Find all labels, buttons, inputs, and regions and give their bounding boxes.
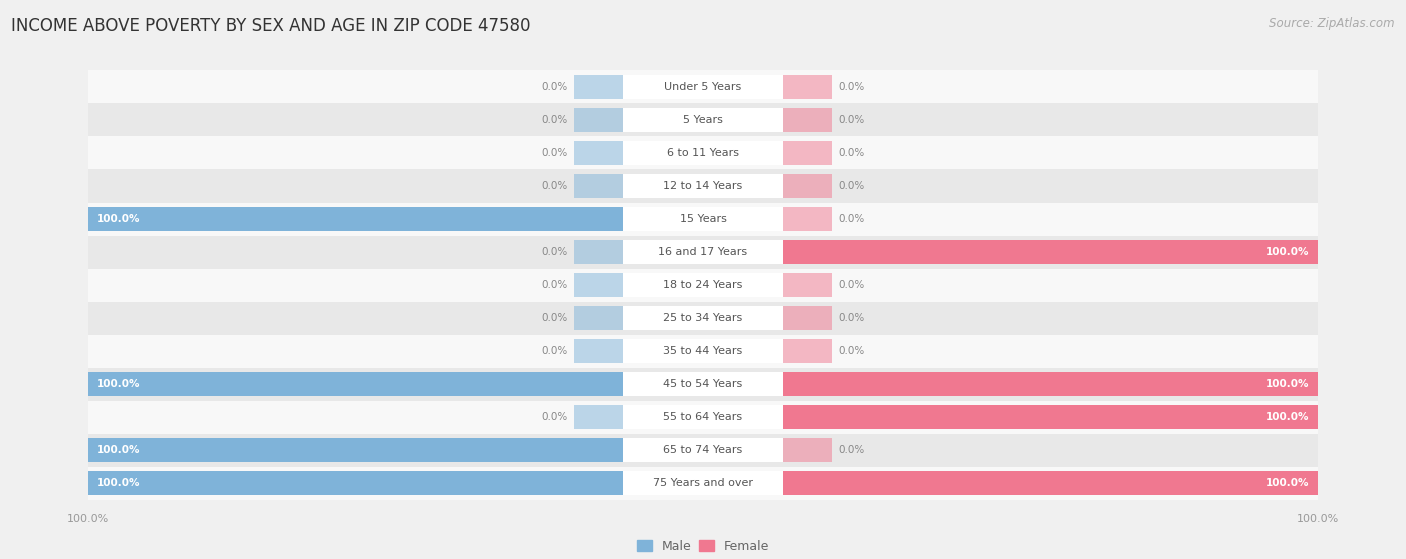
Bar <box>783 372 1319 396</box>
Bar <box>87 368 1319 401</box>
Bar <box>783 108 832 132</box>
Bar <box>574 141 623 165</box>
Legend: Male, Female: Male, Female <box>631 535 775 558</box>
Text: Source: ZipAtlas.com: Source: ZipAtlas.com <box>1270 17 1395 30</box>
Bar <box>623 372 783 396</box>
Text: 0.0%: 0.0% <box>838 148 865 158</box>
Bar <box>623 174 783 198</box>
Text: 25 to 34 Years: 25 to 34 Years <box>664 313 742 323</box>
Bar <box>783 471 1319 495</box>
Text: 100.0%: 100.0% <box>97 214 141 224</box>
Text: 65 to 74 Years: 65 to 74 Years <box>664 446 742 455</box>
Bar <box>87 169 1319 202</box>
Text: 0.0%: 0.0% <box>838 181 865 191</box>
Text: 0.0%: 0.0% <box>541 280 568 290</box>
Text: 0.0%: 0.0% <box>838 115 865 125</box>
Text: 0.0%: 0.0% <box>541 346 568 356</box>
Bar <box>783 207 832 231</box>
Bar <box>623 471 783 495</box>
Text: 100.0%: 100.0% <box>1265 412 1309 422</box>
Bar <box>783 405 1319 429</box>
Bar <box>574 174 623 198</box>
Text: 0.0%: 0.0% <box>838 346 865 356</box>
Text: 0.0%: 0.0% <box>541 313 568 323</box>
Text: Under 5 Years: Under 5 Years <box>665 82 741 92</box>
Bar <box>87 471 623 495</box>
Text: 0.0%: 0.0% <box>838 313 865 323</box>
Text: 12 to 14 Years: 12 to 14 Years <box>664 181 742 191</box>
Bar <box>574 75 623 99</box>
Bar <box>574 339 623 363</box>
Text: 0.0%: 0.0% <box>838 446 865 455</box>
Bar <box>623 207 783 231</box>
Text: 100.0%: 100.0% <box>1265 479 1309 488</box>
Bar <box>87 268 1319 302</box>
Bar <box>87 438 623 462</box>
Bar <box>623 405 783 429</box>
Text: 18 to 24 Years: 18 to 24 Years <box>664 280 742 290</box>
Bar <box>623 240 783 264</box>
Text: 15 Years: 15 Years <box>679 214 727 224</box>
Bar <box>574 405 623 429</box>
Text: 0.0%: 0.0% <box>838 214 865 224</box>
Text: 0.0%: 0.0% <box>541 148 568 158</box>
Text: INCOME ABOVE POVERTY BY SEX AND AGE IN ZIP CODE 47580: INCOME ABOVE POVERTY BY SEX AND AGE IN Z… <box>11 17 530 35</box>
Text: 5 Years: 5 Years <box>683 115 723 125</box>
Bar <box>87 302 1319 335</box>
Bar <box>623 339 783 363</box>
Bar <box>87 202 1319 235</box>
Bar <box>623 438 783 462</box>
Bar <box>574 108 623 132</box>
Text: 100.0%: 100.0% <box>97 479 141 488</box>
Bar <box>783 141 832 165</box>
Text: 100.0%: 100.0% <box>97 446 141 455</box>
Bar <box>87 235 1319 268</box>
Bar <box>783 438 832 462</box>
Text: 35 to 44 Years: 35 to 44 Years <box>664 346 742 356</box>
Bar <box>87 103 1319 136</box>
Bar <box>623 75 783 99</box>
Text: 45 to 54 Years: 45 to 54 Years <box>664 379 742 389</box>
Text: 0.0%: 0.0% <box>541 82 568 92</box>
Text: 0.0%: 0.0% <box>541 412 568 422</box>
Bar <box>87 136 1319 169</box>
Bar <box>783 240 1319 264</box>
Bar <box>623 108 783 132</box>
Bar <box>783 306 832 330</box>
Text: 75 Years and over: 75 Years and over <box>652 479 754 488</box>
Bar <box>623 273 783 297</box>
Bar <box>783 75 832 99</box>
Text: 16 and 17 Years: 16 and 17 Years <box>658 247 748 257</box>
Text: 100.0%: 100.0% <box>97 379 141 389</box>
Text: 0.0%: 0.0% <box>838 82 865 92</box>
Text: 100.0%: 100.0% <box>1265 379 1309 389</box>
Text: 6 to 11 Years: 6 to 11 Years <box>666 148 740 158</box>
Bar <box>87 372 623 396</box>
Bar <box>87 467 1319 500</box>
Bar <box>783 174 832 198</box>
Bar <box>87 70 1319 103</box>
Bar <box>783 273 832 297</box>
Text: 0.0%: 0.0% <box>838 280 865 290</box>
Bar <box>87 207 623 231</box>
Bar <box>87 434 1319 467</box>
Bar <box>574 273 623 297</box>
Text: 0.0%: 0.0% <box>541 247 568 257</box>
Text: 55 to 64 Years: 55 to 64 Years <box>664 412 742 422</box>
Bar <box>783 339 832 363</box>
Bar <box>623 141 783 165</box>
Text: 100.0%: 100.0% <box>1265 247 1309 257</box>
Bar <box>87 401 1319 434</box>
Bar <box>574 240 623 264</box>
Text: 0.0%: 0.0% <box>541 115 568 125</box>
Text: 0.0%: 0.0% <box>541 181 568 191</box>
Bar <box>574 306 623 330</box>
Bar <box>87 335 1319 368</box>
Bar <box>623 306 783 330</box>
